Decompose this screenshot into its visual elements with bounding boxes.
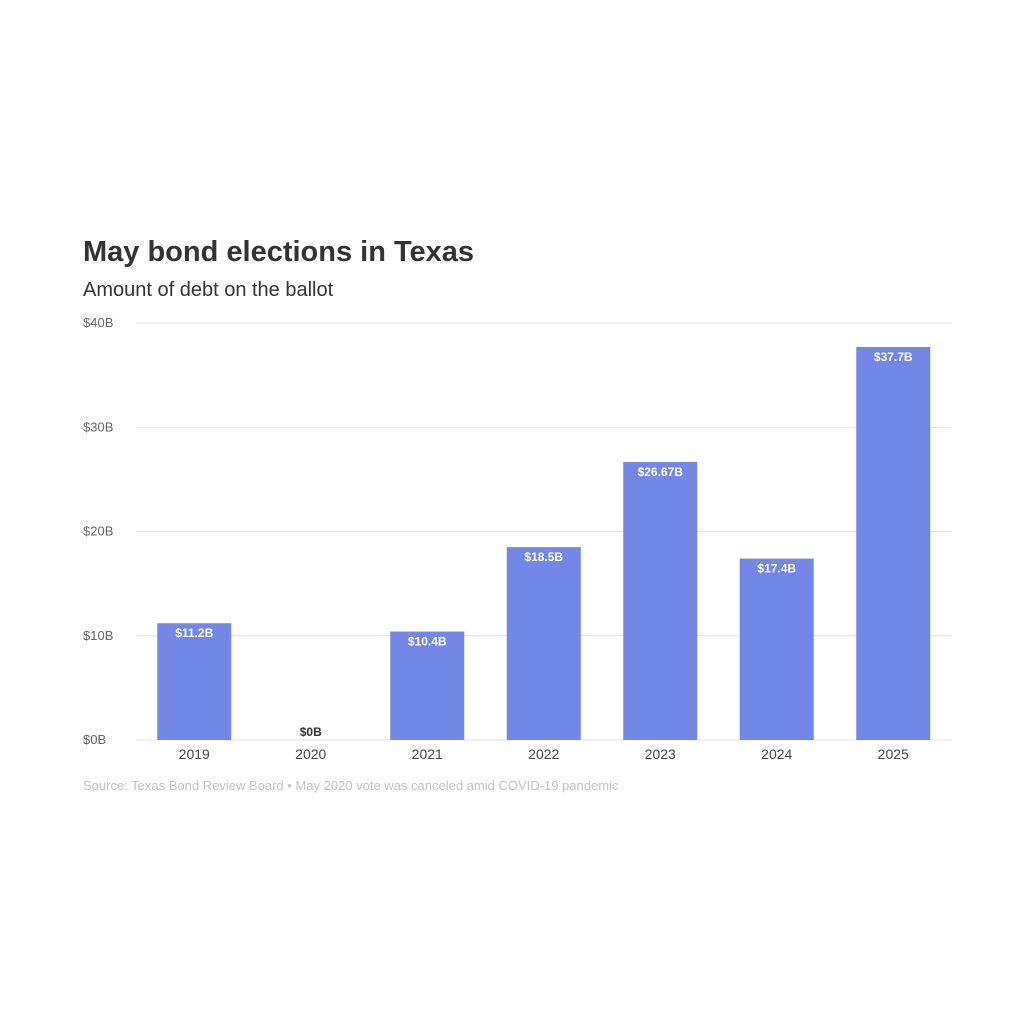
bar-2022 (506, 547, 581, 740)
y-tick-label: $20B (83, 524, 113, 539)
x-tick-label: 2021 (412, 746, 443, 762)
x-tick-label: 2024 (761, 746, 792, 762)
bar-2023 (623, 461, 698, 740)
x-tick-label: 2025 (878, 746, 909, 762)
bars (157, 346, 931, 740)
x-tick-label: 2022 (528, 746, 559, 762)
y-tick-label: $0B (83, 732, 106, 747)
x-tick-label: 2023 (645, 746, 676, 762)
bar-value-label: $10.4B (408, 635, 447, 649)
bar-value-label: $17.4B (757, 562, 796, 576)
source-note: Source: Texas Bond Review Board • May 20… (83, 778, 619, 793)
bar-value-label: $11.2B (175, 626, 213, 640)
x-axis-ticks: 2019 2020 2021 2022 2023 2024 2025 (179, 746, 909, 762)
bar-2019 (157, 623, 232, 740)
chart-subtitle: Amount of debt on the ballot (83, 279, 334, 301)
bar-2025 (856, 346, 931, 740)
x-tick-label: 2019 (179, 746, 210, 762)
y-tick-label: $30B (83, 419, 113, 434)
bar-2024 (739, 558, 814, 740)
bar-value-labels: $11.2B $0B $10.4B $18.5B $26.67B $17.4B $37.7B (175, 350, 913, 739)
bar-value-label: $0B (300, 725, 322, 739)
y-tick-label: $40B (83, 315, 113, 330)
x-tick-label: 2020 (295, 746, 326, 762)
bar-value-label: $18.5B (524, 550, 563, 564)
y-tick-label: $10B (83, 628, 113, 643)
y-axis-ticks: $0B $10B $20B $30B $40B (83, 315, 113, 747)
bar-2021 (390, 631, 465, 740)
bar-value-label: $37.7B (874, 350, 913, 364)
bar-value-label: $26.67B (638, 465, 684, 479)
chart-title: May bond elections in Texas (83, 236, 475, 268)
